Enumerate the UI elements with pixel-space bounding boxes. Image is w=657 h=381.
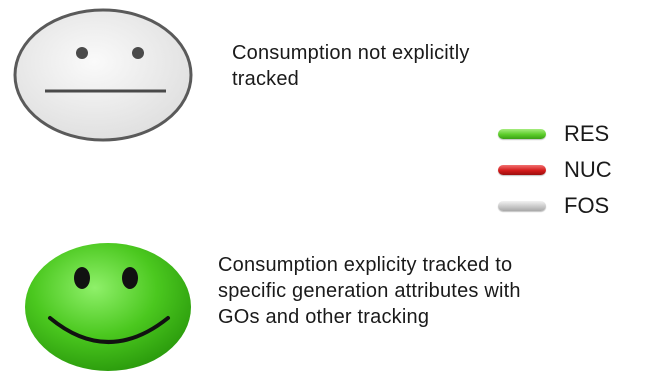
legend-item-nuc: NUC (498, 152, 612, 188)
happy-description: Consumption explicity tracked to specifi… (218, 254, 521, 328)
happy-left-eye (74, 267, 90, 289)
neutral-description: Consumption not explicitly tracked (232, 42, 470, 90)
legend-item-fos: FOS (498, 188, 612, 224)
neutral-left-eye (76, 47, 88, 59)
legend-label-fos: FOS (564, 193, 610, 218)
legend-swatch-nuc (498, 165, 546, 175)
legend: RES NUC FOS (498, 116, 612, 224)
happy-right-eye (122, 267, 138, 289)
happy-face-icon (22, 240, 197, 375)
legend-item-res: RES (498, 116, 612, 152)
legend-label-nuc: NUC (564, 157, 612, 182)
legend-label-res: RES (564, 121, 610, 146)
happy-smile (48, 316, 170, 344)
neutral-face-icon (10, 5, 200, 145)
legend-swatch-res (498, 129, 546, 139)
neutral-right-eye (132, 47, 144, 59)
legend-swatch-fos (498, 201, 546, 211)
